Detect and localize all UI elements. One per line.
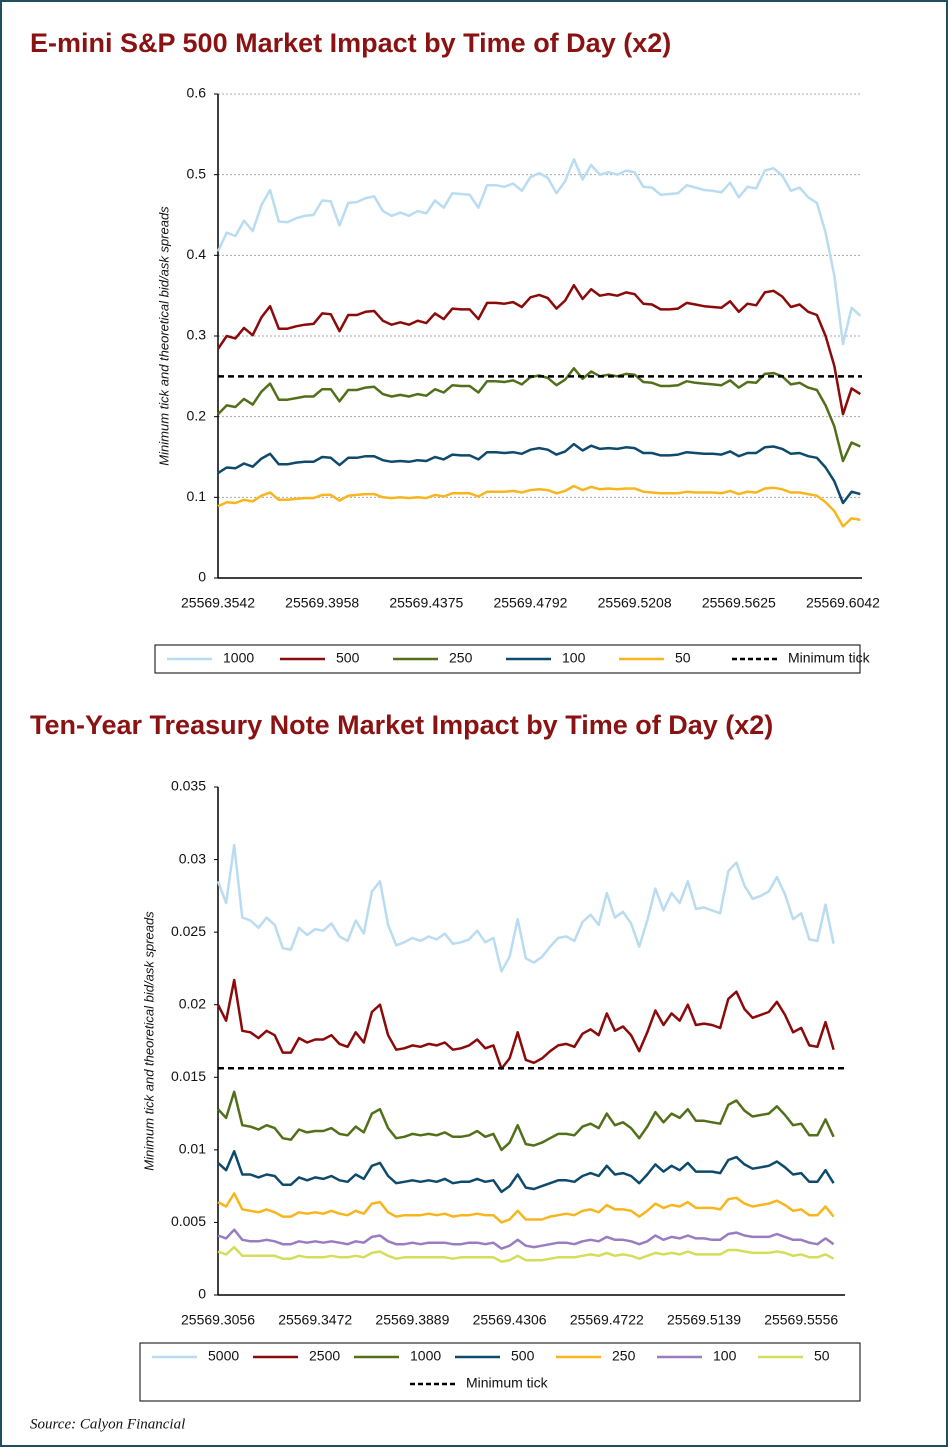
series-line <box>217 1192 835 1224</box>
y-tick-label: 0.3 <box>187 327 207 343</box>
series-line <box>216 843 835 973</box>
y-tick-label: 0.03 <box>179 850 206 866</box>
x-tick-label: 25569.4306 <box>473 1312 547 1328</box>
y-tick-label: 0.1 <box>187 488 207 504</box>
legend-label: 500 <box>336 650 360 666</box>
legend-label: 1000 <box>410 1348 441 1364</box>
legend-label: 250 <box>449 650 473 666</box>
series-line <box>217 1090 835 1152</box>
legend-label: 100 <box>713 1348 737 1364</box>
legend-label: 50 <box>675 650 691 666</box>
y-tick-label: 0.5 <box>187 165 207 181</box>
series-line <box>217 442 861 505</box>
x-tick-label: 25569.4722 <box>570 1312 644 1328</box>
legend-label: 500 <box>511 1348 535 1364</box>
x-tick-label: 25569.5625 <box>702 595 776 611</box>
series-line <box>217 1150 835 1194</box>
x-tick-label: 25569.4792 <box>493 595 567 611</box>
legend-label: 2500 <box>309 1348 340 1364</box>
legend-label: 50 <box>814 1348 830 1364</box>
x-tick-label: 25569.3056 <box>181 1312 255 1328</box>
y-tick-label: 0.01 <box>179 1141 206 1157</box>
y-tick-label: 0.2 <box>187 407 207 423</box>
source-note: Source: Calyon Financial <box>30 1416 185 1432</box>
y-tick-label: 0.035 <box>171 778 206 794</box>
series-line <box>217 1245 835 1263</box>
x-tick-label: 25569.6042 <box>806 595 880 611</box>
legend-label: Minimum tick <box>466 1375 549 1391</box>
legend-box <box>139 1342 861 1402</box>
legend-label: 5000 <box>208 1348 239 1364</box>
y-tick-label: 0.4 <box>187 246 207 262</box>
legend-label: 1000 <box>223 650 254 666</box>
series-line <box>217 1228 835 1250</box>
y-axis-label: Minimum tick and theoretical bid/ask spr… <box>141 911 156 1171</box>
series-line <box>217 484 861 528</box>
x-tick-label: 25569.3472 <box>278 1312 352 1328</box>
y-tick-label: 0.005 <box>171 1213 206 1229</box>
x-tick-label: 25569.3889 <box>375 1312 449 1328</box>
y-axis-label: Minimum tick and theoretical bid/ask spr… <box>156 206 171 466</box>
legend-label: Minimum tick <box>788 650 871 666</box>
series-line <box>216 978 835 1070</box>
x-tick-label: 25569.5556 <box>764 1312 838 1328</box>
chart-title: Ten-Year Treasury Note Market Impact by … <box>30 710 773 740</box>
legend-label: 250 <box>612 1348 636 1364</box>
series-line <box>216 158 862 346</box>
legend-label: 100 <box>562 650 586 666</box>
series-line <box>216 283 861 416</box>
y-tick-label: 0.02 <box>179 995 206 1011</box>
y-tick-label: 0 <box>198 569 206 585</box>
x-tick-label: 25569.3542 <box>181 595 255 611</box>
y-tick-label: 0.025 <box>171 923 206 939</box>
x-tick-label: 25569.5208 <box>598 595 672 611</box>
y-tick-label: 0.6 <box>187 85 207 101</box>
x-tick-label: 25569.4375 <box>389 595 463 611</box>
x-tick-label: 25569.3958 <box>285 595 359 611</box>
y-tick-label: 0.015 <box>171 1068 206 1084</box>
x-tick-label: 25569.5139 <box>667 1312 741 1328</box>
y-tick-label: 0 <box>198 1286 206 1302</box>
chart-title: E-mini S&P 500 Market Impact by Time of … <box>30 28 671 58</box>
